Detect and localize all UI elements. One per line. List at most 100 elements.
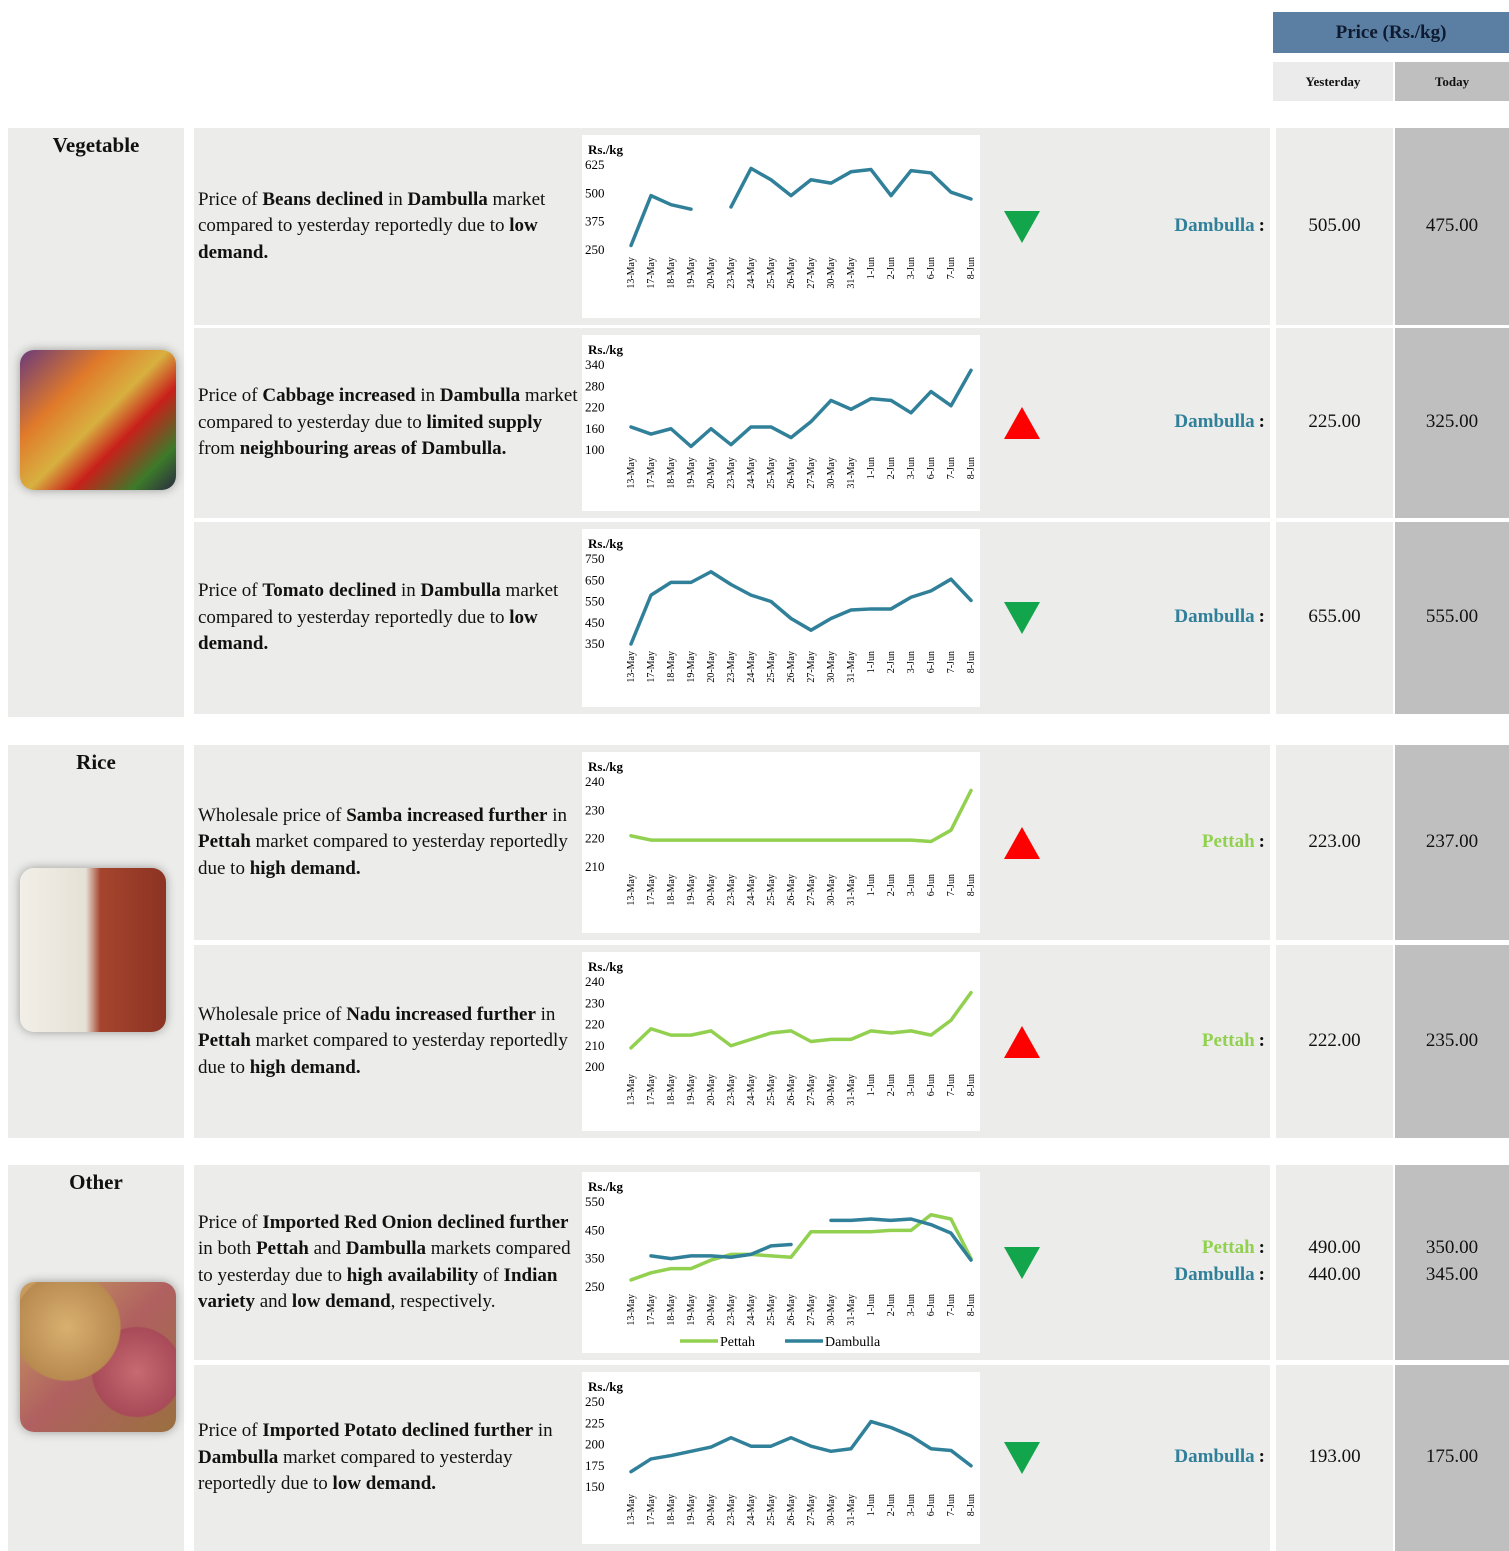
description-segment: Wholesale price of	[198, 805, 346, 826]
x-tick-label: 17-May	[646, 1294, 657, 1326]
today-price: 350.00	[1395, 1237, 1509, 1259]
x-tick-label: 8-Jun	[966, 1074, 977, 1096]
y-axis-title: Rs./kg	[588, 959, 624, 974]
description-segment: in	[416, 385, 440, 406]
today-price: 237.00	[1395, 831, 1509, 853]
x-tick-label: 27-May	[806, 874, 817, 906]
x-tick-label: 31-May	[846, 651, 857, 683]
page: {"header": {"price_title": "Price (Rs./k…	[0, 0, 1509, 1551]
market-label: Dambulla:	[1174, 1264, 1265, 1286]
trend-arrow	[1003, 1441, 1041, 1475]
x-tick-label: 30-May	[826, 1294, 837, 1326]
x-tick-label: 27-May	[806, 651, 817, 683]
vegetable-image	[20, 350, 176, 490]
x-tick-label: 19-May	[686, 651, 697, 683]
x-tick-label: 26-May	[786, 1074, 797, 1106]
x-tick-label: 3-Jun	[906, 874, 917, 896]
x-tick-label: 27-May	[806, 457, 817, 489]
x-tick-label: 7-Jun	[946, 457, 957, 479]
up-arrow	[1004, 827, 1040, 859]
x-tick-label: 7-Jun	[946, 257, 957, 279]
x-tick-label: 23-May	[726, 874, 737, 906]
x-tick-label: 6-Jun	[926, 457, 937, 479]
description-segment: Price of	[198, 1420, 262, 1441]
x-tick-label: 17-May	[646, 1074, 657, 1106]
x-tick-label: 6-Jun	[926, 1494, 937, 1516]
x-tick-label: 1-Jun	[866, 651, 877, 673]
y-tick-label: 230	[585, 802, 605, 817]
x-tick-label: 27-May	[806, 257, 817, 289]
separator: :	[1259, 606, 1265, 627]
yesterday-price: 193.00	[1276, 1446, 1393, 1468]
price-line	[631, 1422, 971, 1472]
description: Price of Cabbage increased in Dambulla m…	[198, 328, 580, 518]
x-tick-label: 2-Jun	[886, 457, 897, 479]
today-price: 475.00	[1395, 215, 1509, 237]
x-tick-label: 24-May	[746, 874, 757, 906]
yesterday-price: 655.00	[1276, 606, 1393, 628]
today-price: 345.00	[1395, 1264, 1509, 1286]
trend-arrow	[1003, 826, 1041, 860]
description-segment: high availability	[347, 1265, 478, 1286]
description-segment: neighbouring areas of Dambulla.	[240, 438, 507, 459]
x-tick-label: 24-May	[746, 457, 757, 489]
description: Price of Imported Red Onion declined fur…	[198, 1165, 580, 1360]
price-line	[631, 993, 971, 1048]
trend-arrow	[1003, 1025, 1041, 1059]
trend-arrow	[1003, 406, 1041, 440]
description-text: Price of Tomato declined in Dambulla mar…	[198, 578, 580, 658]
y-tick-label: 150	[585, 1479, 605, 1494]
y-tick-label: 650	[585, 572, 605, 587]
y-tick-label: 220	[585, 831, 605, 846]
market-name: Dambulla	[1174, 411, 1254, 432]
x-tick-label: 18-May	[666, 651, 677, 683]
rice-image	[20, 868, 166, 1032]
x-tick-label: 31-May	[846, 874, 857, 906]
today-price: 235.00	[1395, 1030, 1509, 1052]
x-tick-label: 30-May	[826, 457, 837, 489]
description-segment: Samba increased further	[346, 805, 547, 826]
price-line	[631, 370, 971, 446]
x-tick-label: 31-May	[846, 1074, 857, 1106]
x-tick-label: 19-May	[686, 1074, 697, 1106]
x-tick-label: 3-Jun	[906, 1294, 917, 1316]
yesterday-price: 223.00	[1276, 831, 1393, 853]
x-tick-label: 3-Jun	[906, 1494, 917, 1516]
description-segment: low demand	[292, 1291, 391, 1312]
market-label: Pettah:	[1202, 1030, 1265, 1052]
x-tick-label: 8-Jun	[966, 257, 977, 279]
x-tick-label: 18-May	[666, 1294, 677, 1326]
y-tick-label: 500	[585, 185, 605, 200]
y-tick-label: 100	[585, 442, 605, 457]
x-tick-label: 17-May	[646, 874, 657, 906]
description-segment: Price of	[198, 189, 262, 210]
description-segment: Imported Red Onion declined further	[262, 1212, 568, 1233]
yesterday-price: 440.00	[1276, 1264, 1393, 1286]
x-tick-label: 30-May	[826, 874, 837, 906]
up-arrow	[1004, 1026, 1040, 1058]
x-tick-label: 27-May	[806, 1074, 817, 1106]
description-segment: Price of	[198, 1212, 262, 1233]
description-segment: in	[536, 1004, 560, 1025]
description-segment: in	[383, 189, 407, 210]
x-tick-label: 7-Jun	[946, 1074, 957, 1096]
x-tick-label: 13-May	[626, 1294, 637, 1326]
x-tick-label: 1-Jun	[866, 1294, 877, 1316]
description-segment: , respectively.	[391, 1291, 496, 1312]
x-tick-label: 30-May	[826, 1074, 837, 1106]
x-tick-label: 3-Jun	[906, 1074, 917, 1096]
x-tick-label: 23-May	[726, 1074, 737, 1106]
description-text: Price of Beans declined in Dambulla mark…	[198, 187, 580, 267]
x-tick-label: 1-Jun	[866, 1494, 877, 1516]
x-tick-label: 8-Jun	[966, 651, 977, 673]
y-axis-title: Rs./kg	[588, 142, 624, 157]
price-line	[831, 1219, 971, 1260]
x-tick-label: 19-May	[686, 1294, 697, 1326]
chart: Rs./kg15017520022525013-May17-May18-May1…	[582, 1372, 980, 1544]
chart: Rs./kg20021022023024013-May17-May18-May1…	[582, 952, 980, 1131]
price-header: Price (Rs./kg)	[1273, 12, 1509, 53]
x-tick-label: 20-May	[706, 1294, 717, 1326]
chart: Rs./kg21022023024013-May17-May18-May19-M…	[582, 752, 980, 933]
x-tick-label: 20-May	[706, 257, 717, 289]
x-tick-label: 25-May	[766, 651, 777, 683]
